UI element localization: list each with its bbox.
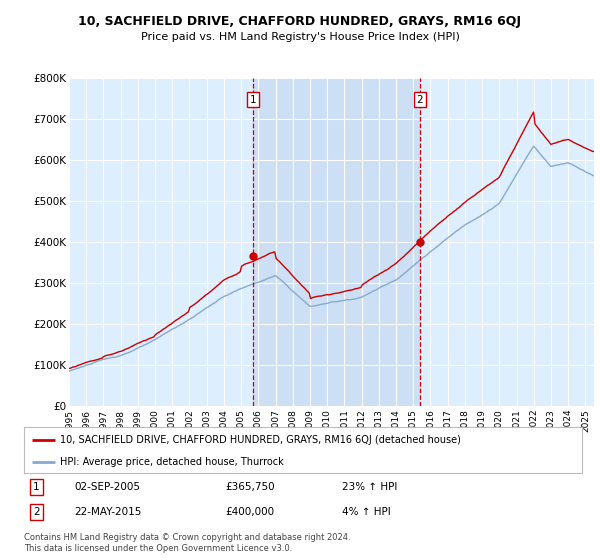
Text: 2: 2 [33, 507, 40, 517]
Text: 23% ↑ HPI: 23% ↑ HPI [342, 482, 397, 492]
Text: 10, SACHFIELD DRIVE, CHAFFORD HUNDRED, GRAYS, RM16 6QJ (detached house): 10, SACHFIELD DRIVE, CHAFFORD HUNDRED, G… [60, 435, 461, 445]
Text: 1: 1 [250, 95, 256, 105]
Text: 22-MAY-2015: 22-MAY-2015 [74, 507, 142, 517]
Text: HPI: Average price, detached house, Thurrock: HPI: Average price, detached house, Thur… [60, 457, 284, 466]
Text: Contains HM Land Registry data © Crown copyright and database right 2024.
This d: Contains HM Land Registry data © Crown c… [24, 533, 350, 553]
Text: £365,750: £365,750 [225, 482, 275, 492]
Text: Price paid vs. HM Land Registry's House Price Index (HPI): Price paid vs. HM Land Registry's House … [140, 32, 460, 43]
Text: 02-SEP-2005: 02-SEP-2005 [74, 482, 140, 492]
Text: 1: 1 [33, 482, 40, 492]
Bar [253, 78, 420, 406]
Text: 2: 2 [416, 95, 423, 105]
Text: 10, SACHFIELD DRIVE, CHAFFORD HUNDRED, GRAYS, RM16 6QJ: 10, SACHFIELD DRIVE, CHAFFORD HUNDRED, G… [79, 15, 521, 27]
Text: £400,000: £400,000 [225, 507, 274, 517]
Text: 4% ↑ HPI: 4% ↑ HPI [342, 507, 391, 517]
